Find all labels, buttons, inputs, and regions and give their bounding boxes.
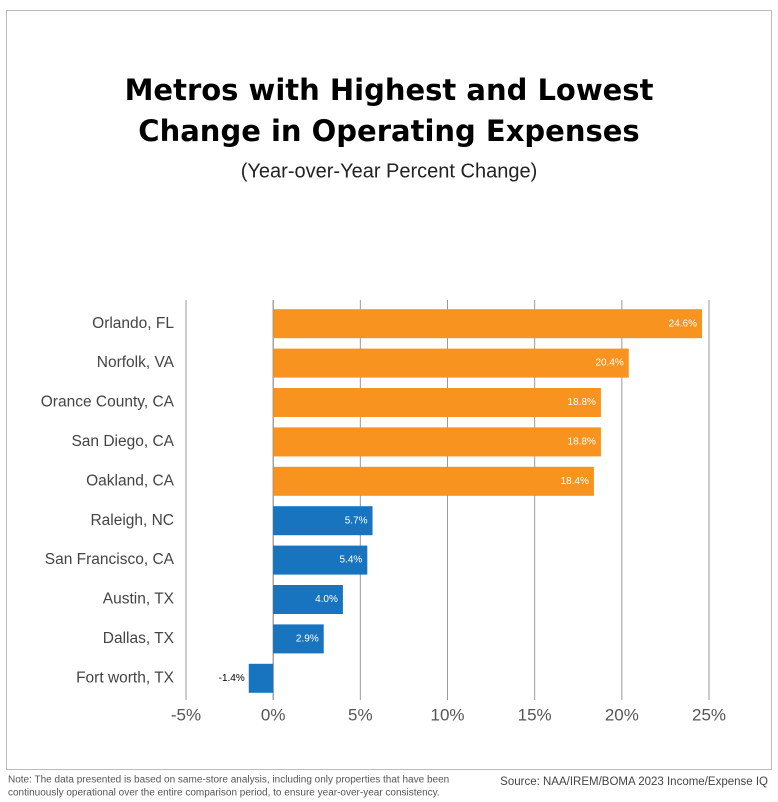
x-tick-label: 10% xyxy=(430,705,464,724)
x-tick-label: 20% xyxy=(605,705,639,724)
x-tick-label: 25% xyxy=(692,705,726,724)
value-label: 2.9% xyxy=(296,634,319,645)
value-label: -1.4% xyxy=(219,673,245,684)
x-tick-label: 0% xyxy=(261,705,286,724)
note-line: Note: The data presented is based on sam… xyxy=(8,775,449,786)
y-tick-label: Raleigh, NC xyxy=(90,512,174,529)
y-tick-label: Orance County, CA xyxy=(41,394,175,411)
chart-title-line: Metros with Highest and Lowest xyxy=(125,73,654,107)
bar xyxy=(273,427,601,457)
value-label: 18.8% xyxy=(568,397,596,408)
y-tick-label: San Diego, CA xyxy=(71,433,174,450)
y-tick-label: Oakland, CA xyxy=(86,472,175,489)
y-tick-label: San Francisco, CA xyxy=(45,551,175,568)
frame xyxy=(6,10,772,770)
bar xyxy=(273,585,343,614)
value-label: 18.8% xyxy=(568,437,596,448)
x-tick-label: 5% xyxy=(348,705,373,724)
bar xyxy=(273,309,703,339)
note-line: continuously operational over the entire… xyxy=(8,788,440,799)
bar xyxy=(273,388,601,417)
bar xyxy=(248,663,274,693)
bar xyxy=(273,348,629,378)
chart-subtitle: (Year-over-Year Percent Change) xyxy=(241,160,537,182)
y-tick-label: Norfolk, VA xyxy=(97,354,175,371)
source: Source: NAA/IREM/BOMA 2023 Income/Expens… xyxy=(500,776,768,788)
value-label: 20.4% xyxy=(595,358,623,369)
bar xyxy=(273,466,594,496)
y-tick-label: Orlando, FL xyxy=(92,315,174,332)
value-label: 4.0% xyxy=(315,594,338,605)
bar xyxy=(273,506,373,536)
value-label: 24.6% xyxy=(669,318,697,329)
x-tick-label: -5% xyxy=(171,705,201,724)
bar xyxy=(273,624,324,654)
x-tick-label: 15% xyxy=(518,705,552,724)
y-tick-label: Fort worth, TX xyxy=(76,669,175,686)
bar xyxy=(273,545,368,575)
value-label: 5.7% xyxy=(345,515,368,526)
value-label: 18.4% xyxy=(561,476,589,487)
value-label: 5.4% xyxy=(340,555,363,566)
y-tick-label: Dallas, TX xyxy=(103,630,175,647)
y-tick-label: Austin, TX xyxy=(103,591,175,608)
chart-title-line: Change in Operating Expenses xyxy=(138,114,639,148)
